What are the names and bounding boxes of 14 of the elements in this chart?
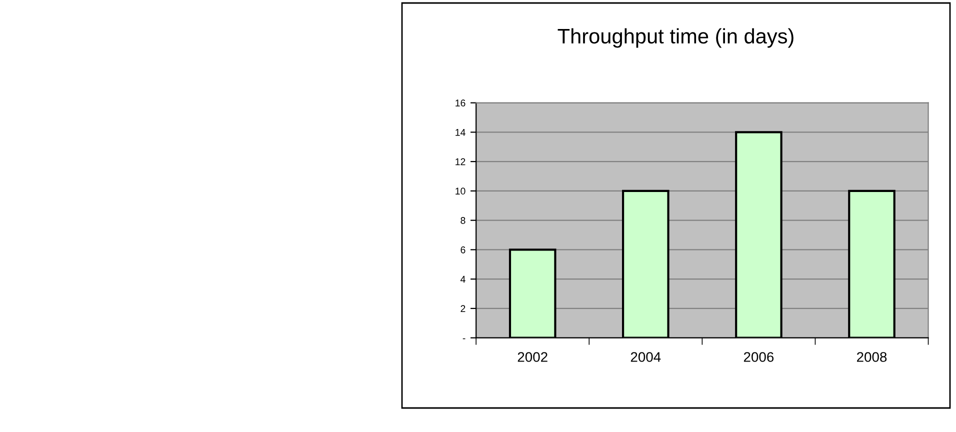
y-tick-label: 6 (460, 246, 466, 254)
y-tick-label: 10 (456, 188, 466, 195)
y-tick-label: 4 (460, 276, 466, 283)
x-tick-label: 2002 (518, 352, 548, 362)
y-tick-label: - (462, 338, 466, 340)
y-tick-label: 12 (456, 158, 466, 166)
y-tick-label: 8 (460, 217, 466, 224)
y-tick-label: 2 (460, 305, 466, 312)
x-tick-label: 2004 (630, 352, 661, 362)
chart-title: Throughput time (in days) (558, 28, 794, 48)
y-tick-label: 16 (456, 100, 466, 106)
x-tick-label: 2008 (857, 352, 887, 362)
y-tick-label: 14 (456, 129, 466, 136)
x-tick-label: 2006 (744, 352, 774, 362)
